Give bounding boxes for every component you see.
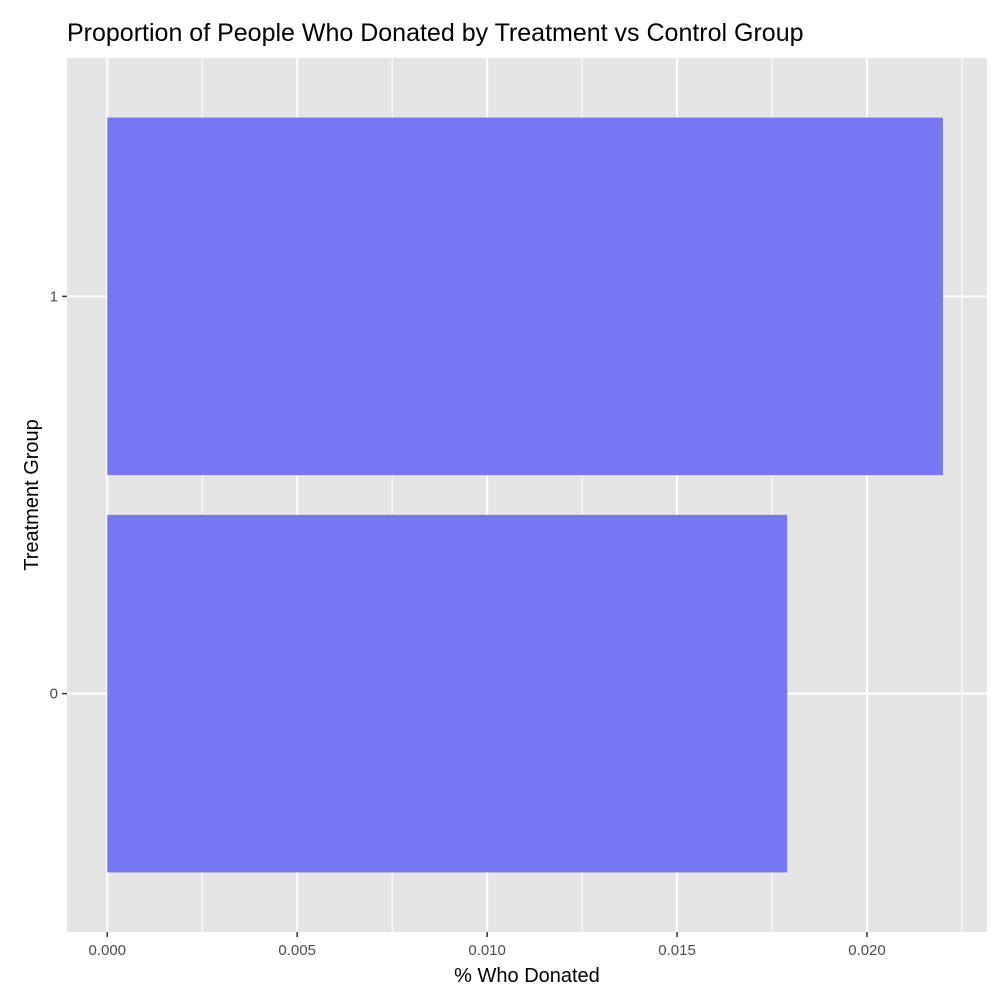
bar-0 (107, 514, 788, 873)
x-tick-label: 0.015 (658, 942, 696, 959)
bars (107, 117, 943, 873)
x-axis: 0.000 0.005 0.010 0.015 0.020 (88, 932, 886, 959)
y-axis-title: Treatment Group (21, 419, 43, 571)
x-tick-label: 0.005 (278, 942, 316, 959)
x-tick-label: 0.000 (88, 942, 126, 959)
y-axis: 01 (50, 288, 67, 703)
y-tick-label: 0 (50, 686, 58, 703)
x-tick-label: 0.010 (468, 942, 506, 959)
x-tick-label: 0.020 (848, 942, 886, 959)
x-axis-title: % Who Donated (454, 965, 600, 987)
bar-1 (107, 117, 943, 476)
y-tick-label: 1 (50, 288, 58, 305)
chart-title: Proportion of People Who Donated by Trea… (67, 19, 804, 47)
